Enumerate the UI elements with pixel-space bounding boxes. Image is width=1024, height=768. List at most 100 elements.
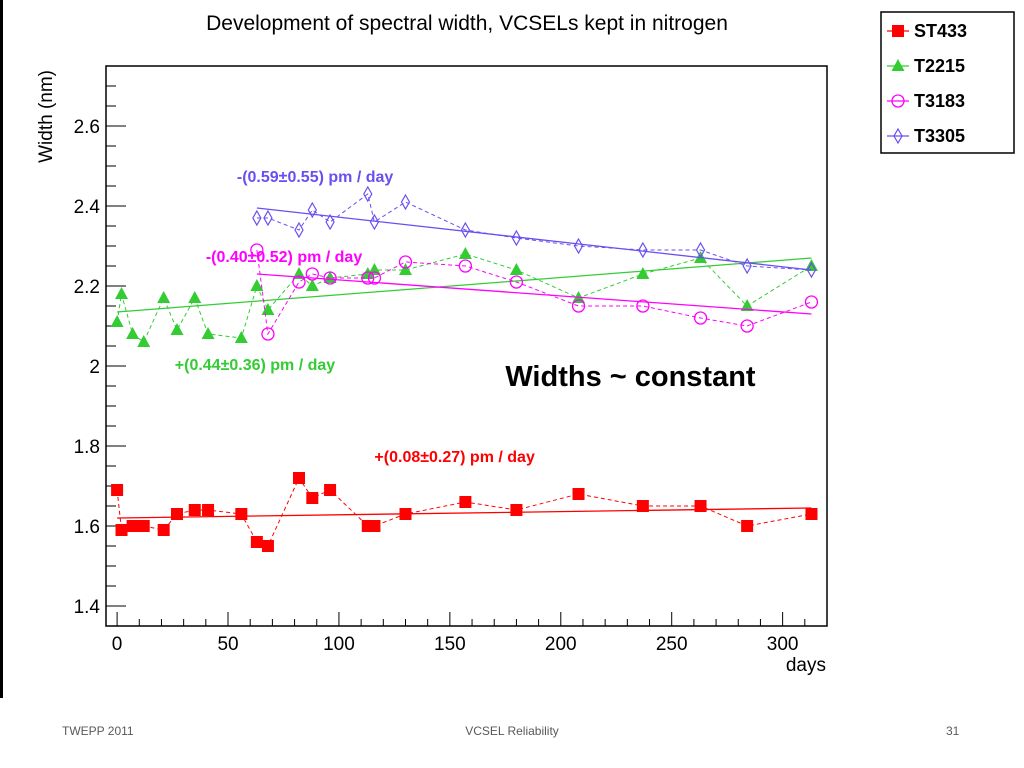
data-point-t3183 — [740, 319, 754, 333]
slope-annotation: +(0.08±0.27) pm / day — [374, 449, 535, 466]
fit-line-t3305 — [256, 207, 812, 271]
fit-line-t2215 — [117, 257, 812, 313]
fit-line-t3183 — [256, 273, 812, 315]
data-point-st433 — [636, 500, 649, 512]
y-tick-label: 1.4 — [74, 597, 101, 618]
x-tick-label: 50 — [217, 634, 238, 655]
data-point-st433 — [137, 520, 150, 532]
legend-marker-t2215 — [891, 59, 905, 71]
data-point-st433 — [694, 500, 707, 512]
data-point-t3183 — [261, 327, 275, 341]
data-point-t3305 — [638, 241, 648, 259]
data-point-t3183 — [636, 299, 650, 313]
series-line-t3305 — [256, 193, 812, 271]
data-point-t3183 — [458, 259, 473, 273]
y-axis-label: Width (nm) — [36, 70, 57, 163]
data-point-t2215 — [740, 299, 754, 311]
data-point-t2215 — [157, 291, 171, 303]
data-point-t2215 — [636, 267, 650, 279]
data-point-t2215 — [292, 267, 306, 279]
legend-label-t3305: T3305 — [914, 126, 965, 146]
data-point-st433 — [188, 504, 201, 516]
slope-annotation: -(0.59±0.55) pm / day — [237, 169, 393, 186]
chart-title: Development of spectral width, VCSELs ke… — [206, 12, 728, 35]
legend-label-t3183: T3183 — [914, 91, 965, 111]
data-point-t3305 — [263, 209, 273, 227]
data-point-t2215 — [509, 263, 523, 275]
y-tick-label: 1.6 — [74, 517, 100, 538]
y-tick-label: 2.2 — [74, 277, 100, 298]
data-point-t3183 — [305, 267, 319, 281]
data-point-st433 — [805, 508, 818, 520]
data-point-t2215 — [398, 263, 412, 275]
slide-number: 31 — [946, 724, 960, 738]
data-point-t3305 — [252, 209, 262, 227]
footer-event: TWEPP 2011 — [62, 724, 134, 738]
series-line-st433 — [116, 476, 812, 547]
series-line-t3183 — [256, 249, 812, 336]
x-tick-label: 0 — [112, 634, 123, 655]
x-tick-label: 300 — [767, 634, 799, 655]
data-point-t3183 — [292, 275, 306, 289]
data-point-st433 — [235, 508, 248, 520]
data-point-st433 — [741, 520, 754, 532]
data-point-st433 — [459, 496, 472, 508]
data-point-t2215 — [261, 303, 275, 315]
data-point-t2215 — [250, 279, 264, 291]
data-point-t3183 — [571, 299, 586, 313]
data-point-st433 — [170, 508, 183, 520]
data-point-t3183 — [509, 275, 524, 289]
data-point-t2215 — [115, 287, 129, 299]
data-point-t3305 — [363, 185, 373, 203]
data-point-t2215 — [361, 267, 375, 279]
data-point-st433 — [261, 540, 274, 552]
data-point-t3305 — [369, 213, 380, 231]
legend-marker-st433 — [892, 25, 904, 37]
slope-annotation: -(0.40±0.52) pm / day — [206, 249, 362, 266]
data-point-st433 — [324, 484, 337, 496]
data-point-t2215 — [201, 327, 215, 339]
data-point-t2215 — [137, 335, 151, 347]
y-tick-label: 1.8 — [74, 437, 100, 458]
data-point-t2215 — [367, 263, 381, 275]
data-point-st433 — [157, 524, 170, 536]
data-point-t2215 — [234, 331, 248, 343]
data-point-st433 — [510, 504, 523, 516]
data-point-t3305 — [742, 257, 752, 275]
slope-annotation: +(0.44±0.36) pm / day — [175, 357, 336, 374]
data-point-st433 — [572, 488, 585, 500]
data-point-t3305 — [307, 201, 318, 219]
data-point-t3183 — [367, 271, 382, 285]
footer-title: VCSEL Reliability — [465, 724, 559, 738]
data-point-t3305 — [400, 193, 411, 211]
data-point-st433 — [250, 536, 263, 548]
data-point-t2215 — [458, 247, 472, 259]
data-point-t3305 — [325, 213, 335, 231]
data-point-t3305 — [460, 221, 471, 239]
data-point-t3183 — [361, 271, 375, 285]
y-tick-label: 2 — [89, 357, 100, 378]
series-line-t2215 — [116, 253, 812, 343]
legend: ST433 T2215 T3183 T3305 — [880, 11, 1015, 154]
fit-line-st433 — [117, 507, 812, 519]
data-point-st433 — [293, 472, 306, 484]
data-point-t3305 — [573, 237, 584, 255]
data-point-t2215 — [188, 291, 202, 303]
x-tick-label: 250 — [656, 634, 688, 655]
legend-label-st433: ST433 — [914, 21, 967, 41]
slide-left-border — [0, 0, 3, 698]
data-point-st433 — [111, 484, 124, 496]
data-point-t2215 — [170, 323, 184, 335]
y-tick-label: 2.6 — [74, 117, 100, 138]
data-point-st433 — [126, 520, 139, 532]
x-axis-label: days — [786, 655, 826, 676]
legend-marker-t3183 — [891, 94, 905, 108]
data-point-st433 — [202, 504, 215, 516]
data-point-st433 — [306, 492, 319, 504]
data-point-st433 — [399, 508, 412, 520]
data-point-t3183 — [250, 243, 264, 257]
x-tick-label: 150 — [434, 634, 466, 655]
data-point-st433 — [368, 520, 381, 532]
data-point-t3183 — [693, 311, 708, 325]
